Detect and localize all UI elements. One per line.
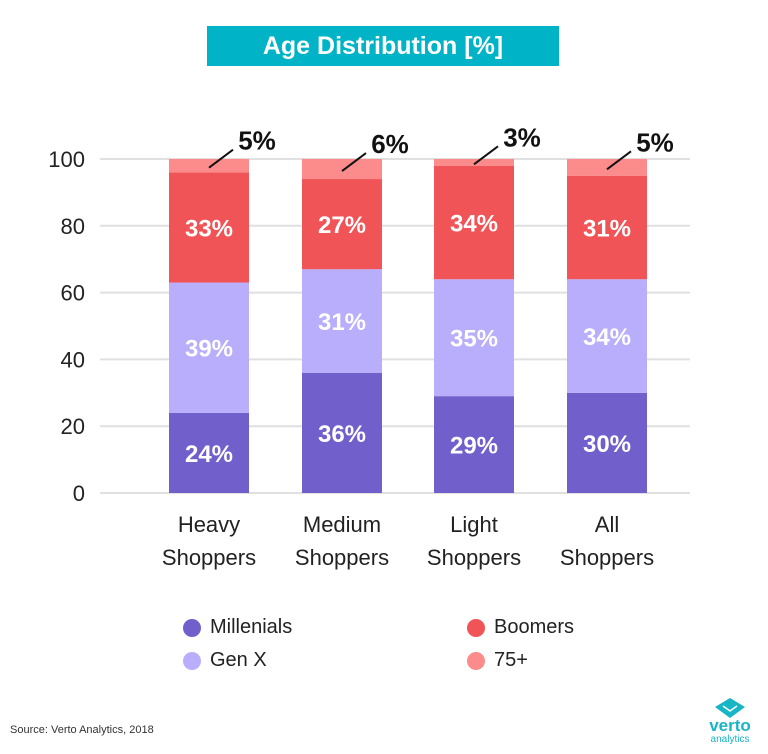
data-label: 35% (450, 326, 498, 353)
data-label: 33% (185, 215, 233, 242)
x-tick-label: Shoppers (295, 545, 389, 570)
y-tick-label: 0 (73, 481, 85, 506)
legend-label: Gen X (210, 649, 267, 671)
x-tick-label: Medium (303, 512, 381, 537)
data-label: 34% (583, 324, 631, 351)
y-tick-label: 80 (61, 214, 85, 239)
bar-segment (567, 159, 647, 176)
legend-item-genx: Gen X (183, 649, 267, 672)
x-tick-label: Shoppers (427, 545, 521, 570)
bar-segment (302, 179, 382, 270)
x-tick-label: Shoppers (560, 545, 654, 570)
bar-segment (434, 159, 514, 166)
bar-segment (169, 282, 249, 413)
legend-swatch (467, 618, 485, 637)
bar-segment (567, 175, 647, 280)
x-tick-label: All (595, 512, 619, 537)
data-label: 39% (185, 336, 233, 363)
callout-line (208, 148, 234, 169)
data-label: 6% (371, 129, 409, 159)
bar-segment (302, 372, 382, 493)
data-label: 27% (318, 212, 366, 239)
y-tick-label: 60 (61, 281, 85, 306)
x-tick-label: Shoppers (162, 545, 256, 570)
bar-segment (567, 279, 647, 393)
source-note: Source: Verto Analytics, 2018 (10, 724, 154, 736)
legend-label: Boomers (494, 616, 575, 638)
data-label: 36% (318, 421, 366, 448)
verto-logo: verto analytics (702, 698, 758, 745)
data-label: 31% (318, 309, 366, 336)
callout-line (473, 145, 499, 166)
logo-text: verto (709, 716, 751, 735)
bar-segment (302, 159, 382, 180)
x-tick-label: Heavy (178, 512, 240, 537)
x-tick-label: Light (450, 512, 498, 537)
y-tick-label: 20 (61, 414, 85, 439)
legend-swatch (183, 618, 201, 637)
legend-item-boomers: Boomers (467, 616, 574, 639)
bar-segment (567, 392, 647, 493)
legend-label: Millenials (210, 616, 293, 638)
bar-segment (434, 165, 514, 280)
bar-segment (434, 396, 514, 493)
data-label: 29% (450, 433, 498, 460)
bar-segment (169, 159, 249, 173)
data-label: 34% (450, 210, 498, 237)
data-label: 31% (583, 215, 631, 242)
legend-item-millenials: Millenials (183, 616, 292, 639)
callout-line (341, 152, 367, 172)
legend-swatch (183, 651, 201, 670)
chart-title: Age Distribution [%] (207, 26, 559, 66)
logo-subtext: analytics (710, 734, 750, 745)
bar-segment (169, 172, 249, 283)
data-label: 5% (238, 126, 276, 156)
legend-item-75plus: 75+ (467, 649, 528, 672)
data-label: 30% (583, 431, 631, 458)
bar-segment (434, 279, 514, 397)
data-label: 5% (636, 127, 674, 157)
bar-segment (169, 412, 249, 493)
y-tick-label: 100 (48, 147, 85, 172)
callout-line (606, 150, 632, 171)
legend-label: 75+ (494, 649, 528, 671)
data-label: 24% (185, 441, 233, 468)
bar-segment (302, 269, 382, 373)
y-tick-label: 40 (61, 347, 85, 372)
data-label: 3% (503, 122, 541, 152)
legend-swatch (467, 651, 485, 670)
logo-diamond-icon (715, 698, 745, 718)
